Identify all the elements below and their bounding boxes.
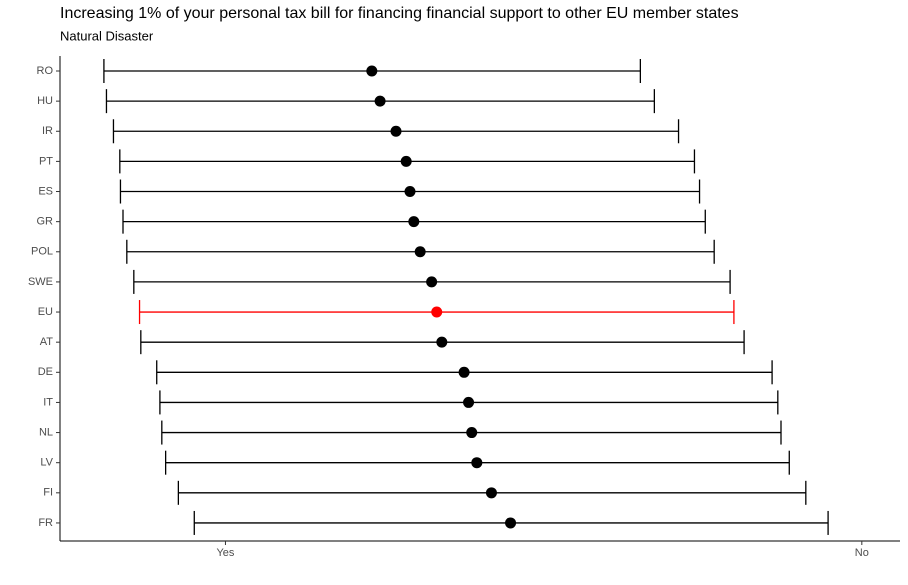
point: [436, 336, 448, 348]
point: [374, 95, 386, 107]
point: [366, 65, 378, 77]
point: [485, 487, 497, 499]
x-tick-label: No: [855, 547, 869, 559]
point: [404, 186, 416, 198]
y-tick-label: NL: [39, 426, 53, 438]
point: [431, 306, 443, 318]
y-tick-label: IT: [43, 396, 53, 408]
y-tick-label: LV: [40, 457, 53, 469]
y-tick-label: POL: [31, 246, 53, 258]
point: [400, 155, 412, 167]
chart-subtitle: Natural Disaster: [60, 28, 154, 43]
x-tick-label: Yes: [216, 547, 234, 559]
y-tick-label: EU: [38, 306, 53, 318]
point: [505, 517, 517, 529]
point: [414, 246, 426, 258]
y-tick-label: PT: [39, 155, 53, 167]
y-tick-label: AT: [40, 336, 54, 348]
y-tick-label: FR: [38, 517, 53, 529]
y-tick-label: ES: [38, 185, 53, 197]
y-tick-label: HU: [37, 95, 53, 107]
y-tick-label: RO: [37, 65, 54, 77]
point: [471, 457, 483, 469]
point: [466, 427, 478, 439]
point: [463, 396, 475, 408]
y-tick-label: SWE: [28, 276, 53, 288]
chart-title: Increasing 1% of your personal tax bill …: [60, 5, 739, 22]
point: [408, 216, 420, 228]
y-tick-label: IR: [42, 125, 53, 137]
y-tick-label: GR: [37, 216, 54, 228]
point: [426, 276, 438, 288]
y-tick-label: FI: [43, 487, 53, 499]
point: [458, 366, 470, 378]
point: [390, 125, 402, 137]
y-tick-label: DE: [38, 366, 53, 378]
